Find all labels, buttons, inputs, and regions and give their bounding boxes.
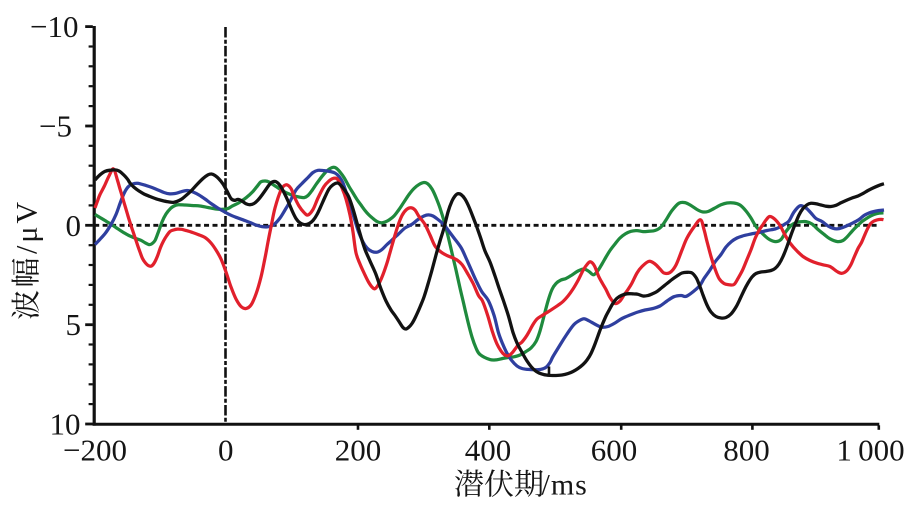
svg-text:−5: −5 [39,108,72,143]
svg-text:800: 800 [723,433,770,468]
svg-text:0: 0 [66,208,82,243]
svg-text:−10: −10 [30,9,78,44]
svg-text:0: 0 [218,433,234,468]
svg-text:10: 10 [50,407,81,442]
svg-text:400: 400 [465,433,512,468]
svg-text:600: 600 [591,433,638,468]
svg-text:5: 5 [66,307,82,342]
svg-text:/ms: /ms [542,469,588,502]
svg-text:−200: −200 [63,433,127,468]
svg-text:1 000: 1 000 [836,433,904,468]
svg-text:/μV: /μV [11,199,44,254]
svg-text:200: 200 [335,433,382,468]
